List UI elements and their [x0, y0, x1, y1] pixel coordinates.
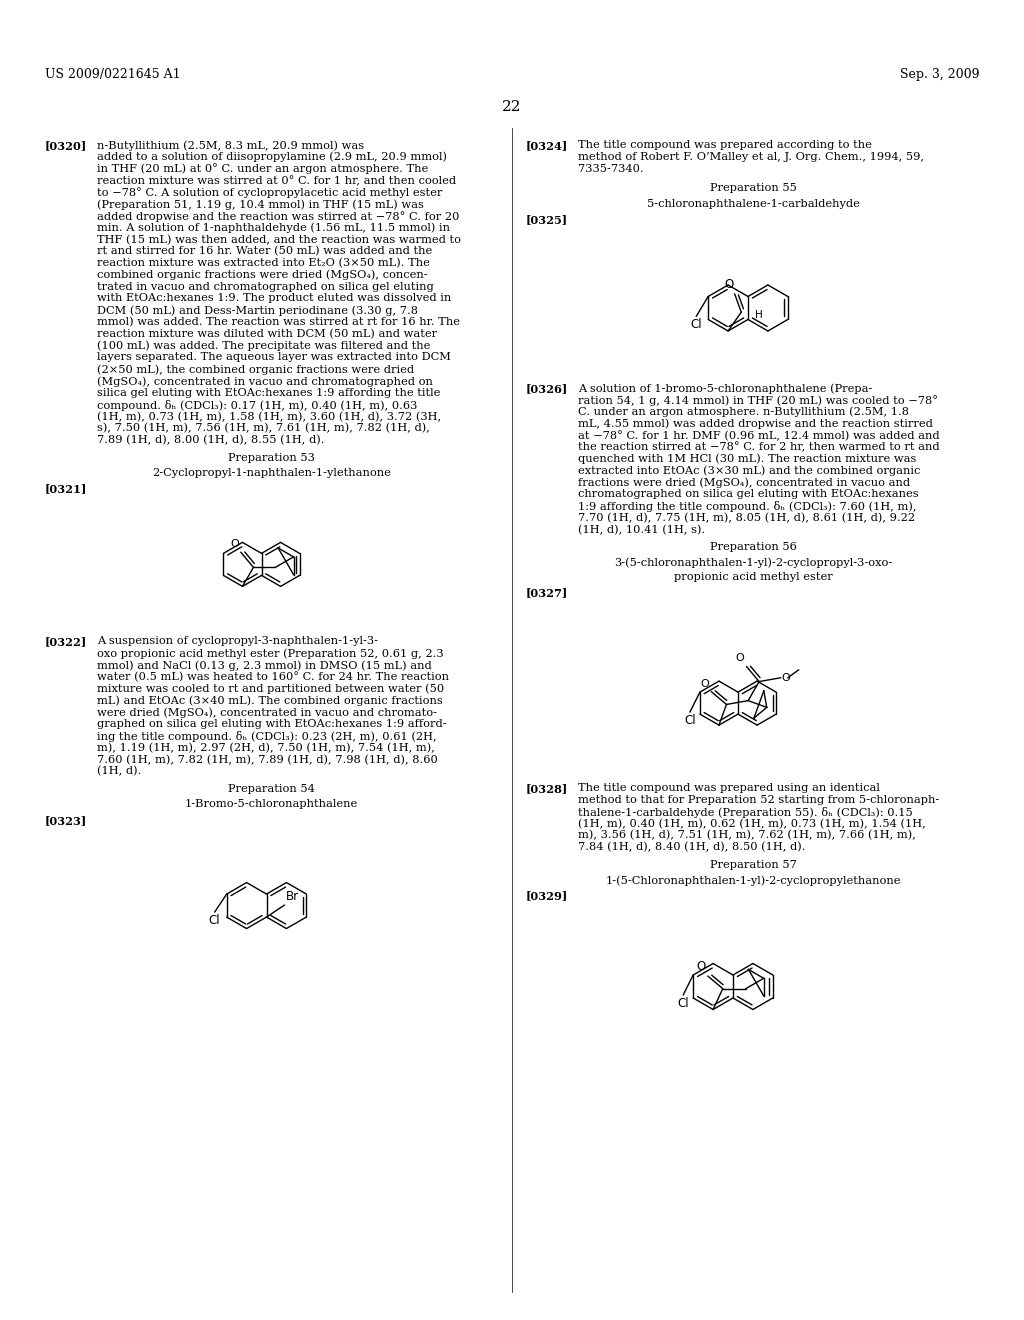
- Text: chromatographed on silica gel eluting with EtOAc:hexanes: chromatographed on silica gel eluting wi…: [578, 490, 919, 499]
- Text: fractions were dried (MgSO₄), concentrated in vacuo and: fractions were dried (MgSO₄), concentrat…: [578, 478, 910, 488]
- Text: THF (15 mL) was then added, and the reaction was warmed to: THF (15 mL) was then added, and the reac…: [97, 235, 461, 244]
- Text: Br: Br: [286, 890, 299, 903]
- Text: The title compound was prepared according to the: The title compound was prepared accordin…: [578, 140, 871, 150]
- Text: [0320]: [0320]: [45, 140, 87, 150]
- Text: Cl: Cl: [690, 318, 702, 331]
- Text: Preparation 53: Preparation 53: [228, 453, 315, 463]
- Text: A solution of 1-bromo-5-chloronaphthalene (Prepa-: A solution of 1-bromo-5-chloronaphthalen…: [578, 383, 872, 393]
- Text: O: O: [735, 653, 744, 664]
- Text: ing the title compound. δₕ (CDCl₃): 0.23 (2H, m), 0.61 (2H,: ing the title compound. δₕ (CDCl₃): 0.23…: [97, 731, 436, 742]
- Text: 1:9 affording the title compound. δₕ (CDCl₃): 7.60 (1H, m),: 1:9 affording the title compound. δₕ (CD…: [578, 502, 916, 512]
- Text: (100 mL) was added. The precipitate was filtered and the: (100 mL) was added. The precipitate was …: [97, 341, 430, 351]
- Text: [0324]: [0324]: [526, 140, 568, 150]
- Text: trated in vacuo and chromatographed on silica gel eluting: trated in vacuo and chromatographed on s…: [97, 281, 434, 292]
- Text: m), 3.56 (1H, d), 7.51 (1H, m), 7.62 (1H, m), 7.66 (1H, m),: m), 3.56 (1H, d), 7.51 (1H, m), 7.62 (1H…: [578, 830, 915, 841]
- Text: 3-(5-chloronaphthalen-1-yl)-2-cyclopropyl-3-oxo-: 3-(5-chloronaphthalen-1-yl)-2-cyclopropy…: [613, 558, 892, 569]
- Text: 7.84 (1H, d), 8.40 (1H, d), 8.50 (1H, d).: 7.84 (1H, d), 8.40 (1H, d), 8.50 (1H, d)…: [578, 842, 806, 853]
- Text: s), 7.50 (1H, m), 7.56 (1H, m), 7.61 (1H, m), 7.82 (1H, d),: s), 7.50 (1H, m), 7.56 (1H, m), 7.61 (1H…: [97, 424, 430, 433]
- Text: [0321]: [0321]: [45, 483, 87, 495]
- Text: Cl: Cl: [209, 913, 220, 927]
- Text: method of Robert F. O’Malley et al, J. Org. Chem., 1994, 59,: method of Robert F. O’Malley et al, J. O…: [578, 152, 924, 162]
- Text: O: O: [700, 678, 710, 689]
- Text: C. under an argon atmosphere. n-Butyllithium (2.5M, 1.8: C. under an argon atmosphere. n-Butyllit…: [578, 407, 909, 417]
- Text: 5-chloronaphthalene-1-carbaldehyde: 5-chloronaphthalene-1-carbaldehyde: [646, 199, 859, 209]
- Text: O: O: [724, 277, 733, 290]
- Text: (MgSO₄), concentrated in vacuo and chromatographed on: (MgSO₄), concentrated in vacuo and chrom…: [97, 376, 433, 387]
- Text: US 2009/0221645 A1: US 2009/0221645 A1: [45, 69, 180, 81]
- Text: A suspension of cyclopropyl-3-naphthalen-1-yl-3-: A suspension of cyclopropyl-3-naphthalen…: [97, 636, 378, 647]
- Text: at −78° C. for 1 hr. DMF (0.96 mL, 12.4 mmol) was added and: at −78° C. for 1 hr. DMF (0.96 mL, 12.4 …: [578, 430, 940, 441]
- Text: [0327]: [0327]: [526, 587, 568, 598]
- Text: with EtOAc:hexanes 1:9. The product eluted was dissolved in: with EtOAc:hexanes 1:9. The product elut…: [97, 293, 452, 304]
- Text: ration 54, 1 g, 4.14 mmol) in THF (20 mL) was cooled to −78°: ration 54, 1 g, 4.14 mmol) in THF (20 mL…: [578, 395, 938, 405]
- Text: Preparation 56: Preparation 56: [710, 543, 797, 552]
- Text: min. A solution of 1-naphthaldehyde (1.56 mL, 11.5 mmol) in: min. A solution of 1-naphthaldehyde (1.5…: [97, 223, 450, 234]
- Text: reaction mixture was stirred at 0° C. for 1 hr, and then cooled: reaction mixture was stirred at 0° C. fo…: [97, 176, 456, 186]
- Text: method to that for Preparation 52 starting from 5-chloronaph-: method to that for Preparation 52 starti…: [578, 795, 939, 805]
- Text: n-Butyllithium (2.5M, 8.3 mL, 20.9 mmol) was: n-Butyllithium (2.5M, 8.3 mL, 20.9 mmol)…: [97, 140, 365, 150]
- Text: to −78° C. A solution of cyclopropylacetic acid methyl ester: to −78° C. A solution of cyclopropylacet…: [97, 187, 442, 198]
- Text: The title compound was prepared using an identical: The title compound was prepared using an…: [578, 783, 880, 793]
- Text: silica gel eluting with EtOAc:hexanes 1:9 affording the title: silica gel eluting with EtOAc:hexanes 1:…: [97, 388, 440, 397]
- Text: [0322]: [0322]: [45, 636, 87, 647]
- Text: mixture was cooled to rt and partitioned between water (50: mixture was cooled to rt and partitioned…: [97, 684, 444, 694]
- Text: Sep. 3, 2009: Sep. 3, 2009: [900, 69, 980, 81]
- Text: were dried (MgSO₄), concentrated in vacuo and chromato-: were dried (MgSO₄), concentrated in vacu…: [97, 708, 437, 718]
- Text: rt and stirred for 16 hr. Water (50 mL) was added and the: rt and stirred for 16 hr. Water (50 mL) …: [97, 247, 432, 256]
- Text: 7.60 (1H, m), 7.82 (1H, m), 7.89 (1H, d), 7.98 (1H, d), 8.60: 7.60 (1H, m), 7.82 (1H, m), 7.89 (1H, d)…: [97, 754, 437, 764]
- Text: mmol) and NaCl (0.13 g, 2.3 mmol) in DMSO (15 mL) and: mmol) and NaCl (0.13 g, 2.3 mmol) in DMS…: [97, 660, 432, 671]
- Text: 2-Cyclopropyl-1-naphthalen-1-ylethanone: 2-Cyclopropyl-1-naphthalen-1-ylethanone: [152, 469, 391, 478]
- Text: the reaction stirred at −78° C. for 2 hr, then warmed to rt and: the reaction stirred at −78° C. for 2 hr…: [578, 442, 940, 453]
- Text: (2×50 mL), the combined organic fractions were dried: (2×50 mL), the combined organic fraction…: [97, 364, 414, 375]
- Text: [0325]: [0325]: [526, 214, 568, 226]
- Text: combined organic fractions were dried (MgSO₄), concen-: combined organic fractions were dried (M…: [97, 269, 428, 280]
- Text: O: O: [781, 673, 791, 682]
- Text: layers separated. The aqueous layer was extracted into DCM: layers separated. The aqueous layer was …: [97, 352, 451, 363]
- Text: [0323]: [0323]: [45, 814, 87, 825]
- Text: [0328]: [0328]: [526, 783, 568, 795]
- Text: (1H, d), 10.41 (1H, s).: (1H, d), 10.41 (1H, s).: [578, 524, 706, 535]
- Text: mL, 4.55 mmol) was added dropwise and the reaction stirred: mL, 4.55 mmol) was added dropwise and th…: [578, 418, 933, 429]
- Text: 1-(5-Chloronaphthalen-1-yl)-2-cyclopropylethanone: 1-(5-Chloronaphthalen-1-yl)-2-cyclopropy…: [605, 875, 901, 886]
- Text: oxo propionic acid methyl ester (Preparation 52, 0.61 g, 2.3: oxo propionic acid methyl ester (Prepara…: [97, 648, 443, 659]
- Text: thalene-1-carbaldehyde (Preparation 55). δₕ (CDCl₃): 0.15: thalene-1-carbaldehyde (Preparation 55).…: [578, 807, 912, 817]
- Text: quenched with 1M HCl (30 mL). The reaction mixture was: quenched with 1M HCl (30 mL). The reacti…: [578, 454, 916, 465]
- Text: mL) and EtOAc (3×40 mL). The combined organic fractions: mL) and EtOAc (3×40 mL). The combined or…: [97, 696, 442, 706]
- Text: 1-Bromo-5-chloronaphthalene: 1-Bromo-5-chloronaphthalene: [185, 800, 358, 809]
- Text: 7.89 (1H, d), 8.00 (1H, d), 8.55 (1H, d).: 7.89 (1H, d), 8.00 (1H, d), 8.55 (1H, d)…: [97, 436, 325, 445]
- Text: (1H, m), 0.40 (1H, m), 0.62 (1H, m), 0.73 (1H, m), 1.54 (1H,: (1H, m), 0.40 (1H, m), 0.62 (1H, m), 0.7…: [578, 818, 926, 829]
- Text: propionic acid methyl ester: propionic acid methyl ester: [674, 572, 833, 582]
- Text: added dropwise and the reaction was stirred at −78° C. for 20: added dropwise and the reaction was stir…: [97, 211, 460, 222]
- Text: m), 1.19 (1H, m), 2.97 (2H, d), 7.50 (1H, m), 7.54 (1H, m),: m), 1.19 (1H, m), 2.97 (2H, d), 7.50 (1H…: [97, 743, 435, 752]
- Text: [0329]: [0329]: [526, 891, 568, 902]
- Text: Preparation 57: Preparation 57: [710, 859, 797, 870]
- Text: mmol) was added. The reaction was stirred at rt for 16 hr. The: mmol) was added. The reaction was stirre…: [97, 317, 460, 327]
- Text: water (0.5 mL) was heated to 160° C. for 24 hr. The reaction: water (0.5 mL) was heated to 160° C. for…: [97, 672, 449, 682]
- Text: in THF (20 mL) at 0° C. under an argon atmosphere. The: in THF (20 mL) at 0° C. under an argon a…: [97, 164, 428, 174]
- Text: Preparation 54: Preparation 54: [228, 784, 315, 793]
- Text: (1H, m), 0.73 (1H, m), 1.58 (1H, m), 3.60 (1H, d), 3.72 (3H,: (1H, m), 0.73 (1H, m), 1.58 (1H, m), 3.6…: [97, 412, 441, 422]
- Text: (Preparation 51, 1.19 g, 10.4 mmol) in THF (15 mL) was: (Preparation 51, 1.19 g, 10.4 mmol) in T…: [97, 199, 424, 210]
- Text: Cl: Cl: [677, 997, 689, 1010]
- Text: O: O: [230, 539, 239, 549]
- Text: 7.70 (1H, d), 7.75 (1H, m), 8.05 (1H, d), 8.61 (1H, d), 9.22: 7.70 (1H, d), 7.75 (1H, m), 8.05 (1H, d)…: [578, 512, 915, 523]
- Text: reaction mixture was extracted into Et₂O (3×50 mL). The: reaction mixture was extracted into Et₂O…: [97, 257, 430, 268]
- Text: [0326]: [0326]: [526, 383, 568, 393]
- Text: H: H: [755, 310, 763, 321]
- Text: compound. δₕ (CDCl₃): 0.17 (1H, m), 0.40 (1H, m), 0.63: compound. δₕ (CDCl₃): 0.17 (1H, m), 0.40…: [97, 400, 418, 411]
- Text: 22: 22: [502, 100, 522, 114]
- Text: (1H, d).: (1H, d).: [97, 766, 141, 776]
- Text: 7335-7340.: 7335-7340.: [578, 164, 644, 174]
- Text: Preparation 55: Preparation 55: [710, 183, 797, 194]
- Text: reaction mixture was diluted with DCM (50 mL) and water: reaction mixture was diluted with DCM (5…: [97, 329, 437, 339]
- Text: extracted into EtOAc (3×30 mL) and the combined organic: extracted into EtOAc (3×30 mL) and the c…: [578, 466, 921, 477]
- Text: added to a solution of diisopropylamine (2.9 mL, 20.9 mmol): added to a solution of diisopropylamine …: [97, 152, 447, 162]
- Text: O: O: [696, 960, 706, 973]
- Text: graphed on silica gel eluting with EtOAc:hexanes 1:9 afford-: graphed on silica gel eluting with EtOAc…: [97, 719, 446, 729]
- Text: DCM (50 mL) and Dess-Martin periodinane (3.30 g, 7.8: DCM (50 mL) and Dess-Martin periodinane …: [97, 305, 418, 315]
- Text: Cl: Cl: [684, 714, 695, 727]
